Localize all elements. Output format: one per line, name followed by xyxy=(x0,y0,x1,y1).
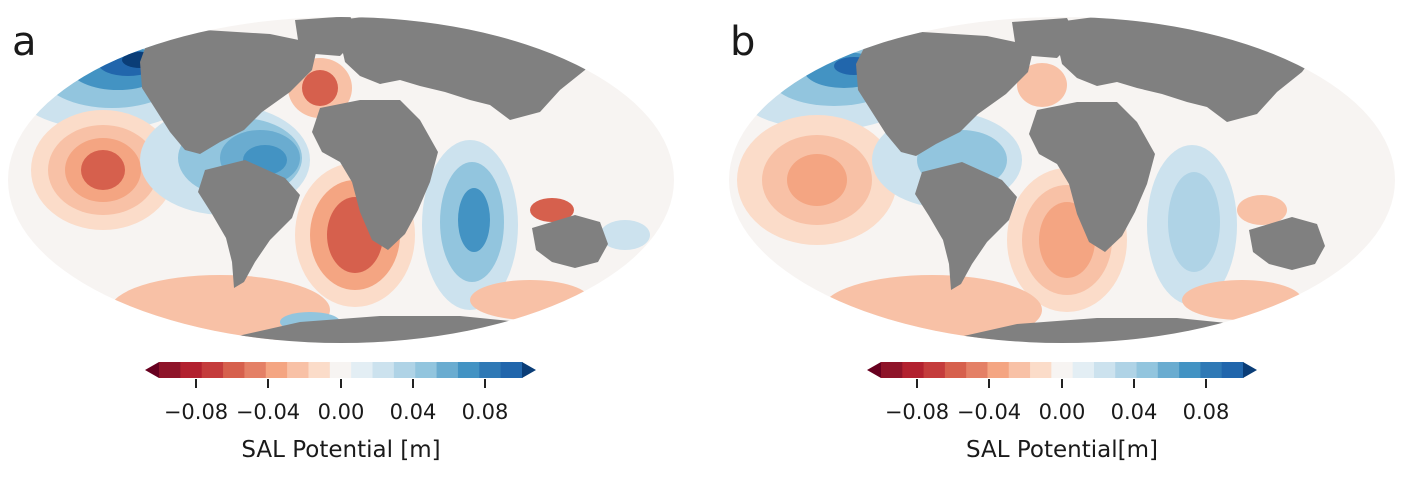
colorbar-level xyxy=(415,362,438,378)
colorbar-tick-label: −0.04 xyxy=(956,400,1022,424)
colorbar-extend-max xyxy=(522,362,536,378)
colorbar-level xyxy=(1051,362,1074,378)
colorbar-level xyxy=(223,362,246,378)
anomaly xyxy=(530,198,574,222)
colorbar-level xyxy=(287,362,310,378)
anomaly xyxy=(458,188,490,252)
colorbar-level xyxy=(1136,362,1159,378)
africa xyxy=(1029,102,1155,252)
colorbar-level xyxy=(923,362,946,378)
colorbar-level xyxy=(436,362,459,378)
colorbar-level xyxy=(265,362,288,378)
colorbar-level xyxy=(159,362,181,378)
colorbar-b xyxy=(867,362,1257,388)
africa xyxy=(312,100,438,250)
colorbar-extend-max xyxy=(1243,362,1257,378)
colorbar-tick-label: 0.08 xyxy=(461,400,509,424)
panel-label: b xyxy=(730,19,756,65)
colorbar-level xyxy=(1179,362,1202,378)
colorbar-level xyxy=(244,362,267,378)
colorbar-level xyxy=(1030,362,1052,378)
colorbar-title: SAL Potential [m] xyxy=(241,437,441,463)
colorbar-extend-min xyxy=(145,362,159,378)
colorbar-level xyxy=(351,362,374,378)
colorbar-level xyxy=(180,362,203,378)
sal-map-b xyxy=(729,17,1395,343)
colorbar-level xyxy=(966,362,989,378)
colorbar-level xyxy=(500,362,523,378)
colorbar-tick-label: 0.04 xyxy=(1110,400,1158,424)
colorbar-level xyxy=(1008,362,1031,378)
panel-label: a xyxy=(12,19,37,65)
colorbar-level xyxy=(329,362,352,378)
colorbar-level xyxy=(902,362,925,378)
antarctica xyxy=(937,318,1277,343)
colorbar-level xyxy=(372,362,395,378)
colorbar-level xyxy=(201,362,224,378)
south-america xyxy=(198,160,300,288)
colorbar-tick-label: 0.00 xyxy=(317,400,365,424)
land-masses xyxy=(856,17,1325,343)
colorbar-level xyxy=(1200,362,1223,378)
anomaly xyxy=(81,150,125,190)
anomaly xyxy=(600,220,650,250)
north-america xyxy=(856,32,1034,156)
colorbar-level xyxy=(1157,362,1180,378)
colorbar-level xyxy=(1115,362,1138,378)
colorbar-level xyxy=(1072,362,1095,378)
colorbar-tick-label: 0.08 xyxy=(1182,400,1230,424)
north-america xyxy=(140,30,318,154)
australia xyxy=(1249,217,1325,270)
colorbar-level xyxy=(479,362,502,378)
anomaly xyxy=(1237,195,1287,225)
panel-a: a xyxy=(8,17,674,463)
colorbar-level xyxy=(1221,362,1244,378)
colorbar-level xyxy=(944,362,967,378)
australia xyxy=(532,215,608,268)
colorbar-level xyxy=(987,362,1010,378)
colorbar-extend-min xyxy=(867,362,881,378)
colorbar-tick-label: −0.08 xyxy=(884,400,950,424)
colorbar-tick-label: 0.00 xyxy=(1038,400,1086,424)
anomaly xyxy=(1168,172,1220,272)
colorbar-a xyxy=(145,362,536,388)
colorbar-tick-label: −0.08 xyxy=(163,400,229,424)
colorbar-level xyxy=(1093,362,1116,378)
anomaly xyxy=(1017,63,1067,107)
anomaly xyxy=(787,154,847,206)
colorbar-level xyxy=(457,362,480,378)
colorbar-tick-label: 0.04 xyxy=(389,400,437,424)
sal-map-a xyxy=(8,17,674,343)
panel-b: b xyxy=(722,0,1410,482)
colorbar-level xyxy=(308,362,331,378)
colorbar-level xyxy=(881,362,903,378)
south-america xyxy=(915,162,1017,290)
antarctica xyxy=(220,316,560,343)
colorbar-tick-label: −0.04 xyxy=(235,400,301,424)
colorbar-title: SAL Potential[m] xyxy=(966,437,1158,463)
anomaly xyxy=(302,70,338,106)
colorbar-level xyxy=(393,362,416,378)
